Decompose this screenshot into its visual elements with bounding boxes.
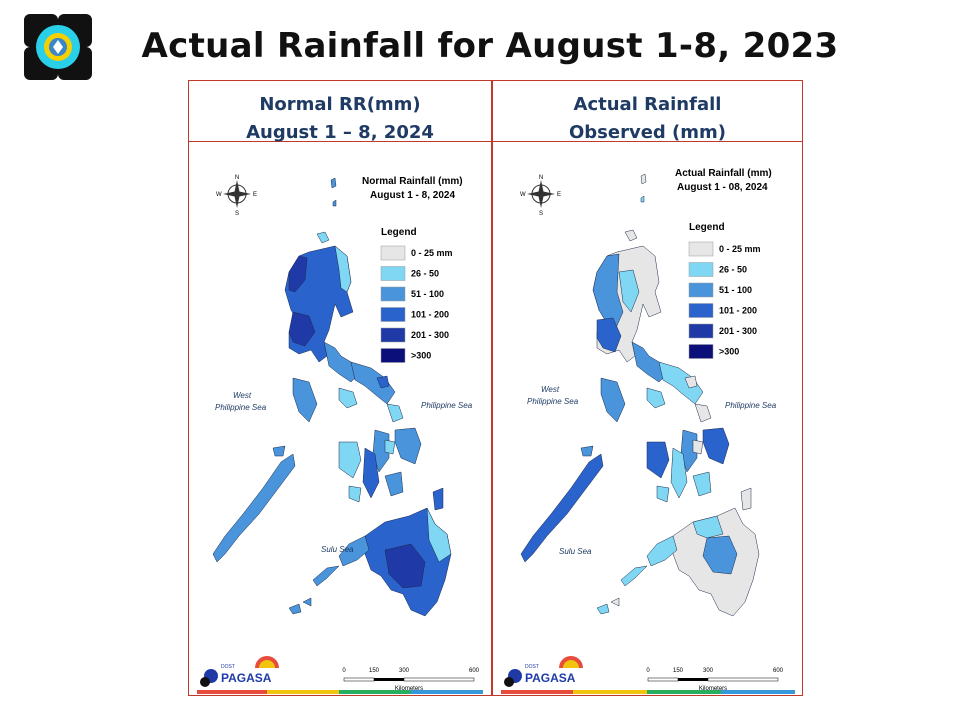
pagasa-seal-icon xyxy=(24,14,92,80)
legend-swatch xyxy=(380,348,406,363)
scale-bar: 0 150 300 600 Kilometers xyxy=(342,668,479,692)
east-sea-label: Philippine Sea xyxy=(421,401,473,410)
map-title-line2: August 1 - 8, 2024 xyxy=(370,190,455,201)
legend-swatch xyxy=(380,286,406,302)
luzon-landmass xyxy=(284,177,404,423)
panel-header-line1: Actual Rainfall xyxy=(573,94,722,115)
visayas-landmass xyxy=(338,427,422,503)
actual-rainfall-map: N E S W Actual Rainfall (mm) August 1 - … xyxy=(493,142,802,695)
legend-label: 0 - 25 mm xyxy=(411,248,453,258)
west-sea-label-2: Philippine Sea xyxy=(215,403,267,412)
brand-name: PAGASA xyxy=(525,671,576,685)
compass-s: S xyxy=(235,211,239,217)
scale-tick: 600 xyxy=(469,668,480,674)
east-sea-label: Philippine Sea xyxy=(725,401,777,410)
legend-label: 26 - 50 xyxy=(411,269,439,279)
panel-header-line2: August 1 – 8, 2024 xyxy=(246,122,434,143)
legend-label: >300 xyxy=(411,351,431,361)
west-sea-label-1: West xyxy=(541,385,560,394)
compass-rose-icon: N E S W xyxy=(520,175,561,217)
west-sea-label-1: West xyxy=(233,391,252,400)
legend-label: 51 - 100 xyxy=(719,285,752,295)
scale-tick: 150 xyxy=(369,668,380,674)
compass-w: W xyxy=(520,192,526,198)
normal-rainfall-map: N E S W Normal Rainfall (mm) August 1 - … xyxy=(189,142,491,695)
legend-label: 101 - 200 xyxy=(719,306,757,316)
legend-swatch xyxy=(688,344,714,359)
scale-unit: Kilometers xyxy=(395,686,423,692)
legend-swatch xyxy=(380,245,406,261)
panel-header: Normal RR(mm) August 1 – 8, 2024 xyxy=(189,81,491,143)
page-title: Actual Rainfall for August 1-8, 2023 xyxy=(141,26,839,66)
visayas-landmass xyxy=(646,427,730,503)
sulu-sea-label: Sulu Sea xyxy=(321,545,354,554)
luzon-landmass xyxy=(592,173,712,423)
scale-tick: 600 xyxy=(773,668,784,674)
legend-swatch xyxy=(688,303,714,318)
mindanao-landmass xyxy=(288,487,452,617)
compass-n: N xyxy=(539,175,543,181)
compass-rose-icon: N E S W xyxy=(216,175,257,217)
legend-label: 101 - 200 xyxy=(411,310,449,320)
legend-label: 201 - 300 xyxy=(411,330,449,340)
palawan-landmass xyxy=(212,445,296,563)
compass-n: N xyxy=(235,175,239,181)
legend: Legend 0 - 25 mm 26 - 50 51 - 100 101 - 200… xyxy=(688,222,761,359)
legend-swatch xyxy=(380,307,406,322)
scale-tick: 0 xyxy=(646,668,650,674)
legend-swatch xyxy=(688,282,714,298)
compass-w: W xyxy=(216,192,222,198)
scale-bar: 0 150 300 600 Kilometers xyxy=(646,668,783,692)
normal-rainfall-panel: Normal RR(mm) August 1 – 8, 2024 N E S W… xyxy=(188,80,492,696)
legend: Legend 0 - 25 mm 26 - 50 51 - 100 101 - 200… xyxy=(380,227,453,363)
panel-header-line2: Observed (mm) xyxy=(568,122,727,143)
brand-small: DOST xyxy=(525,664,539,670)
pagasa-logo: DOST PAGASA xyxy=(504,656,583,687)
pagasa-logo: DOST PAGASA xyxy=(200,656,279,687)
legend-label: 0 - 25 mm xyxy=(719,244,761,254)
legend-title: Legend xyxy=(381,227,417,238)
map-title-line2: August 1 - 08, 2024 xyxy=(677,182,768,193)
scale-tick: 150 xyxy=(673,668,684,674)
mindanao-landmass xyxy=(596,487,760,617)
brand-name: PAGASA xyxy=(221,671,272,685)
panel-header: Actual Rainfall Observed (mm) xyxy=(493,81,802,143)
legend-label: >300 xyxy=(719,347,739,357)
west-sea-label-2: Philippine Sea xyxy=(527,397,579,406)
legend-swatch xyxy=(688,262,714,277)
legend-title: Legend xyxy=(689,222,725,233)
legend-swatch xyxy=(380,327,406,343)
legend-swatch xyxy=(688,241,714,257)
scale-tick: 300 xyxy=(703,668,714,674)
legend-label: 26 - 50 xyxy=(719,265,747,275)
sulu-sea-label: Sulu Sea xyxy=(559,547,592,556)
panel-header-line1: Normal RR(mm) xyxy=(259,94,421,115)
scale-tick: 300 xyxy=(399,668,410,674)
map-title-line1: Actual Rainfall (mm) xyxy=(675,168,772,179)
compass-e: E xyxy=(557,192,561,198)
actual-rainfall-panel: Actual Rainfall Observed (mm) N E S W Ac… xyxy=(492,80,803,696)
legend-label: 201 - 300 xyxy=(719,326,757,336)
legend-swatch xyxy=(380,266,406,281)
legend-label: 51 - 100 xyxy=(411,289,444,299)
palawan-landmass xyxy=(520,445,604,563)
scale-tick: 0 xyxy=(342,668,346,674)
compass-s: S xyxy=(539,211,543,217)
map-title-line1: Normal Rainfall (mm) xyxy=(362,176,463,187)
legend-swatch xyxy=(688,323,714,339)
compass-e: E xyxy=(253,192,257,198)
scale-unit: Kilometers xyxy=(699,686,727,692)
brand-small: DOST xyxy=(221,664,235,670)
